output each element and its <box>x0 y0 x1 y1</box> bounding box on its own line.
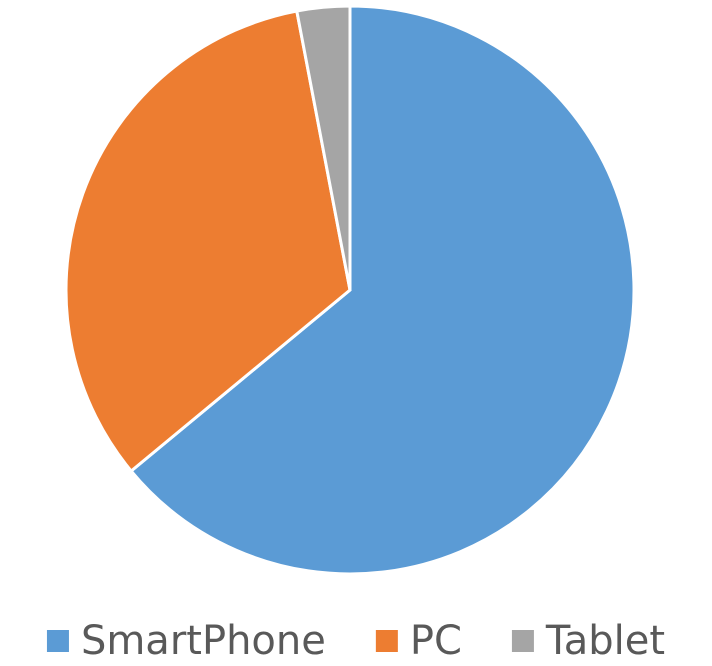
legend-label: PC <box>410 618 462 664</box>
legend-swatch <box>46 630 69 652</box>
pie-slice <box>295 4 352 291</box>
pie-slice <box>129 4 636 576</box>
legend-swatch <box>511 630 534 652</box>
pie-slice <box>64 9 352 474</box>
legend-label: SmartPhone <box>81 618 326 664</box>
legend-swatch <box>375 630 398 652</box>
legend-label: Tablet <box>545 618 665 664</box>
